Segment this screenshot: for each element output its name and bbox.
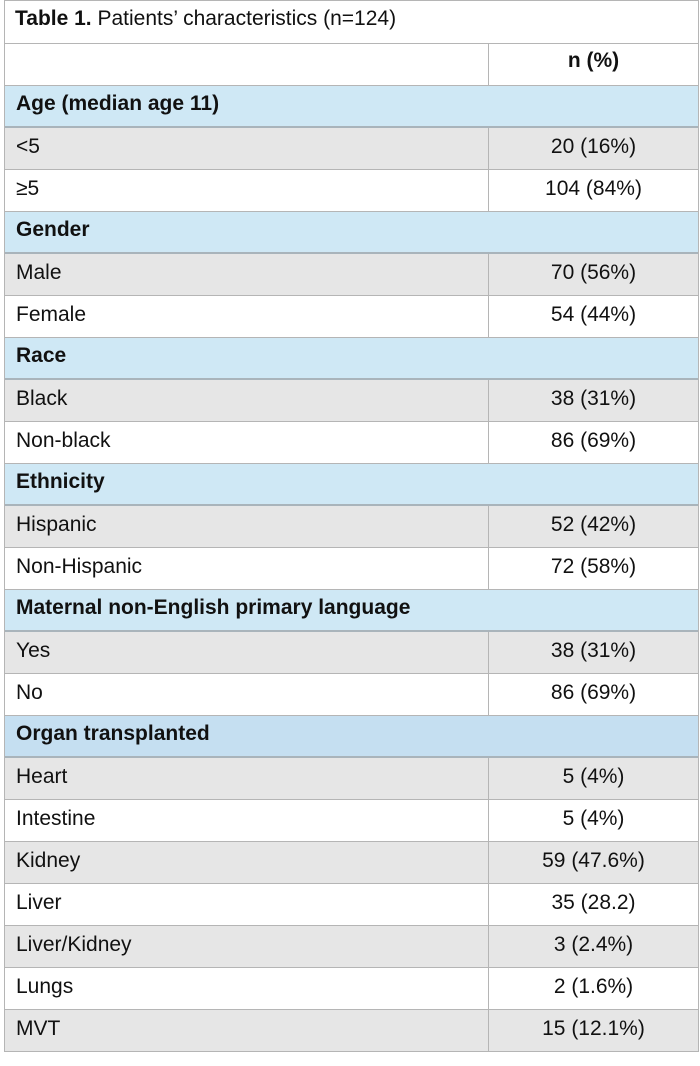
section-header-gender: Gender: [5, 212, 698, 254]
header-label-cell: [5, 44, 489, 85]
row-value: 52 (42%): [550, 513, 637, 536]
row-label: Liver: [5, 884, 489, 925]
row-label: Male: [5, 254, 489, 295]
table-row: Female 54 (44%): [5, 296, 698, 338]
caption-title: Patients’ characteristics (n=124): [91, 7, 397, 30]
row-value: 35 (28.2): [551, 891, 636, 914]
row-label: MVT: [5, 1010, 489, 1051]
row-value: 38 (31%): [550, 639, 637, 662]
patients-table: Table 1. Patients’ characteristics (n=12…: [4, 0, 699, 1052]
row-label: No: [5, 674, 489, 715]
section-header-race: Race: [5, 338, 698, 380]
table-row: Liver/Kidney 3 (2.4%): [5, 926, 698, 968]
row-label: <5: [5, 128, 489, 169]
section-title: Maternal non-English primary language: [16, 596, 411, 619]
table-row: Non-black 86 (69%): [5, 422, 698, 464]
row-label: ≥5: [5, 170, 489, 211]
row-label: Kidney: [5, 842, 489, 883]
section-header-organ: Organ transplanted: [5, 716, 698, 758]
row-label: Black: [5, 380, 489, 421]
section-header-language: Maternal non-English primary language: [5, 590, 698, 632]
section-title: Gender: [16, 218, 90, 241]
table-row: Kidney 59 (47.6%): [5, 842, 698, 884]
row-value: 5 (4%): [562, 807, 625, 830]
section-title: Organ transplanted: [16, 722, 210, 745]
row-value: 54 (44%): [550, 303, 637, 326]
section-header-ethnicity: Ethnicity: [5, 464, 698, 506]
caption-label: Table 1.: [15, 7, 92, 30]
row-value: 70 (56%): [550, 261, 637, 284]
row-label: Lungs: [5, 968, 489, 1009]
row-label: Hispanic: [5, 506, 489, 547]
table-row: Hispanic 52 (42%): [5, 506, 698, 548]
table-row: Male 70 (56%): [5, 254, 698, 296]
table-caption: Table 1. Patients’ characteristics (n=12…: [5, 0, 698, 44]
row-value: 104 (84%): [545, 177, 642, 200]
table-row: Black 38 (31%): [5, 380, 698, 422]
table-row: Yes 38 (31%): [5, 632, 698, 674]
section-title: Ethnicity: [16, 470, 105, 493]
row-label: Non-black: [5, 422, 489, 463]
row-label: Yes: [5, 632, 489, 673]
row-value: 72 (58%): [550, 555, 637, 578]
row-value: 5 (4%): [562, 765, 625, 788]
table-row: MVT 15 (12.1%): [5, 1010, 698, 1052]
row-value: 20 (16%): [550, 135, 637, 158]
section-header-age: Age (median age 11): [5, 86, 698, 128]
row-label: Liver/Kidney: [5, 926, 489, 967]
table-row: Liver 35 (28.2): [5, 884, 698, 926]
row-value: 59 (47.6%): [542, 849, 645, 872]
row-label: Intestine: [5, 800, 489, 841]
row-label: Non-Hispanic: [5, 548, 489, 589]
table-header-row: n (%): [5, 44, 698, 86]
table-row: Non-Hispanic 72 (58%): [5, 548, 698, 590]
table-row: Intestine 5 (4%): [5, 800, 698, 842]
section-title: Race: [16, 344, 67, 367]
row-value: 3 (2.4%): [553, 933, 634, 956]
row-label: Heart: [5, 758, 489, 799]
section-title: Age (median age 11): [16, 92, 220, 115]
row-value: 38 (31%): [550, 387, 637, 410]
row-label: Female: [5, 296, 489, 337]
row-value: 86 (69%): [550, 429, 637, 452]
caption-text: Table 1. Patients’ characteristics (n=12…: [5, 1, 396, 33]
table-row: Lungs 2 (1.6%): [5, 968, 698, 1010]
table-row: Heart 5 (4%): [5, 758, 698, 800]
header-value-cell: n (%): [567, 49, 620, 72]
table-row: <5 20 (16%): [5, 128, 698, 170]
row-value: 2 (1.6%): [553, 975, 634, 998]
row-value: 15 (12.1%): [542, 1017, 645, 1040]
table-row: No 86 (69%): [5, 674, 698, 716]
row-value: 86 (69%): [550, 681, 637, 704]
table-row: ≥5 104 (84%): [5, 170, 698, 212]
